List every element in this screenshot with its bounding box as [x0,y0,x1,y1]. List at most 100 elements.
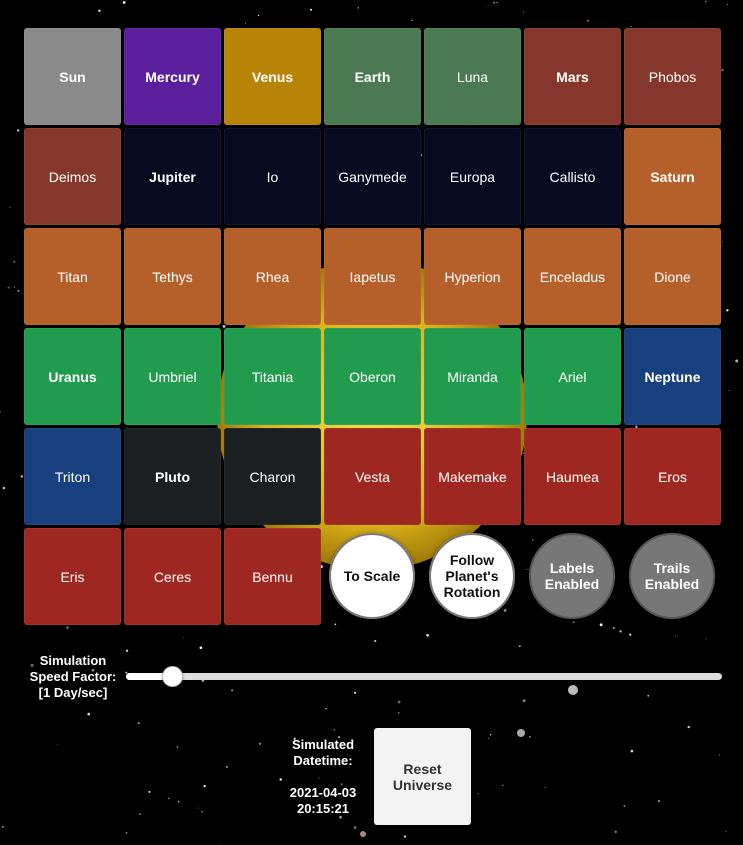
body-tile-makemake[interactable]: Makemake [424,428,521,525]
body-tile-miranda[interactable]: Miranda [424,328,521,425]
star [726,309,729,312]
star [16,129,20,132]
star [527,568,529,570]
toggle-label-line: Trails [653,560,691,576]
star [13,260,16,263]
body-tile-mercury[interactable]: Mercury [124,28,221,125]
star [0,410,1,413]
body-tile-vesta[interactable]: Vesta [324,428,421,525]
reset-label-line: Reset [403,760,442,777]
body-tile-charon[interactable]: Charon [224,428,321,525]
simulated-date: 2021-04-03 [289,785,357,800]
star [309,8,313,11]
speed-slider-track[interactable] [126,667,722,686]
distant-planet [568,685,578,695]
body-tile-saturn[interactable]: Saturn [624,128,721,225]
star [340,783,343,786]
star [587,19,590,22]
body-tile-sun[interactable]: Sun [24,28,121,125]
toggle-label-line: Enabled [544,576,600,592]
star [721,68,724,72]
star [532,539,534,541]
body-tile-jupiter[interactable]: Jupiter [124,128,221,225]
star [333,729,336,731]
speed-slider-handle[interactable] [163,667,183,686]
body-tile-bennu[interactable]: Bennu [224,528,321,625]
star [354,691,357,694]
trails-toggle[interactable]: Trails Enabled [629,533,715,619]
star [544,786,546,788]
star [723,149,725,151]
body-tile-mars[interactable]: Mars [524,28,621,125]
toggle-label-line: To Scale [343,568,401,584]
body-tile-hyperion[interactable]: Hyperion [424,228,521,325]
star [502,784,504,786]
star [218,843,220,845]
body-tile-oberon[interactable]: Oberon [324,328,421,425]
labels-toggle[interactable]: Labels Enabled [529,533,615,619]
body-tile-enceladus[interactable]: Enceladus [524,228,621,325]
datetime-label-line: Datetime: [293,753,353,768]
star [125,649,129,652]
datetime-label-line: Simulated [291,737,355,752]
body-tile-pluto[interactable]: Pluto [124,428,221,525]
star [503,608,507,612]
star [258,742,262,746]
body-tile-titan[interactable]: Titan [24,228,121,325]
body-tile-ariel[interactable]: Ariel [524,328,621,425]
star [630,25,632,27]
star [397,700,401,704]
star [735,359,739,363]
star [203,785,206,788]
body-tile-umbriel[interactable]: Umbriel [124,328,221,425]
star [148,790,151,793]
reset-universe-button[interactable]: Reset Universe [374,728,471,825]
star [2,486,6,490]
star [17,289,20,292]
body-tile-deimos[interactable]: Deimos [24,128,121,225]
body-tile-titania[interactable]: Titania [224,328,321,425]
body-tile-tethys[interactable]: Tethys [124,228,221,325]
body-tile-uranus[interactable]: Uranus [24,328,121,425]
body-tile-neptune[interactable]: Neptune [624,328,721,425]
body-tile-luna[interactable]: Luna [424,28,521,125]
body-tile-rhea[interactable]: Rhea [224,228,321,325]
body-tile-io[interactable]: Io [224,128,321,225]
star [91,668,95,672]
star [398,712,400,714]
star [718,754,720,756]
star [647,694,650,697]
star [9,206,11,208]
body-tile-haumea[interactable]: Haumea [524,428,621,525]
star [337,736,341,739]
body-tile-venus[interactable]: Venus [224,28,321,125]
body-tile-eris[interactable]: Eris [24,528,121,625]
star [197,807,199,809]
body-tile-iapetus[interactable]: Iapetus [324,228,421,325]
star [293,737,296,740]
star [176,746,179,749]
follow-rotation-toggle[interactable]: Follow Planet's Rotation [429,533,515,619]
star [245,22,247,24]
star [222,325,226,328]
body-tile-ganymede[interactable]: Ganymede [324,128,421,225]
star [139,813,141,815]
star [225,765,228,769]
star [477,793,479,795]
to-scale-toggle[interactable]: To Scale [329,533,415,619]
star [257,14,260,17]
star [522,452,524,454]
star [705,0,707,3]
body-tile-dione[interactable]: Dione [624,228,721,325]
speed-slider-fill [126,673,173,680]
body-tile-ceres[interactable]: Ceres [124,528,221,625]
star [721,240,724,242]
star [87,712,90,716]
star [357,7,359,9]
body-tile-earth[interactable]: Earth [324,28,421,125]
body-tile-triton[interactable]: Triton [24,428,121,525]
body-tile-europa[interactable]: Europa [424,128,521,225]
body-tile-phobos[interactable]: Phobos [624,28,721,125]
body-tile-callisto[interactable]: Callisto [524,128,621,225]
body-tile-eros[interactable]: Eros [624,428,721,525]
